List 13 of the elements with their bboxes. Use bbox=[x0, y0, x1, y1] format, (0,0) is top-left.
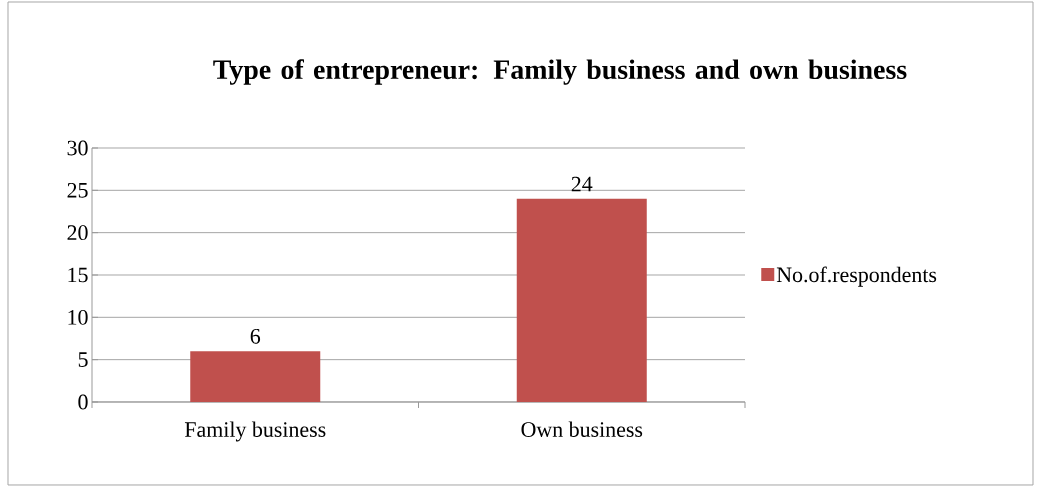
y-tick-label: 30 bbox=[67, 140, 88, 156]
data-label: 24 bbox=[571, 176, 593, 192]
y-tick-label: 5 bbox=[78, 352, 88, 367]
y-tick-label: 15 bbox=[68, 267, 88, 283]
legend-label: No.of.respondents bbox=[776, 266, 937, 287]
y-tick-label: 20 bbox=[67, 225, 88, 241]
x-tick-label: Own business bbox=[521, 421, 643, 437]
x-tick-label: Family business bbox=[184, 421, 326, 442]
y-tick-label: 10 bbox=[68, 309, 88, 325]
chart-title: Type of entrepreneur: Family business and own business bbox=[213, 59, 907, 85]
data-label: 6 bbox=[250, 328, 261, 344]
y-tick-label: 0 bbox=[78, 394, 88, 410]
y-tick-label: 25 bbox=[67, 182, 88, 198]
